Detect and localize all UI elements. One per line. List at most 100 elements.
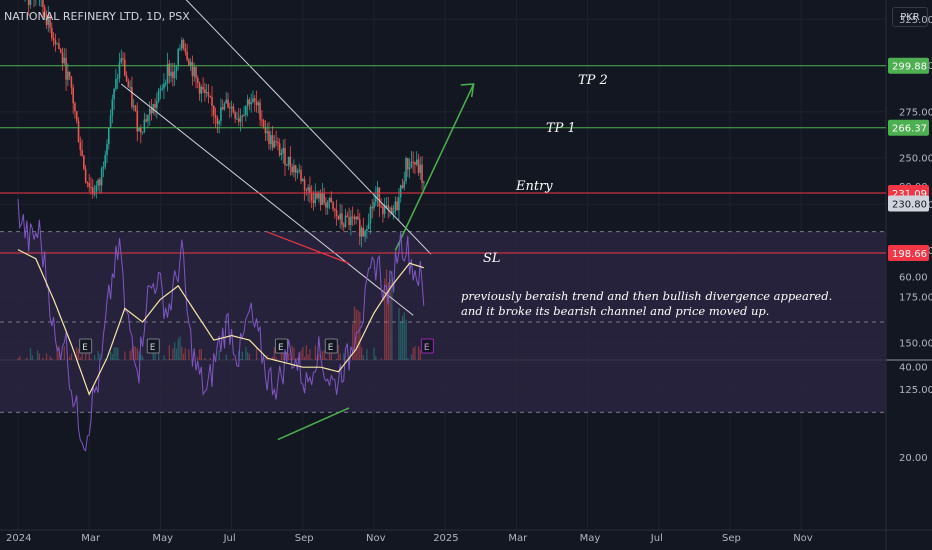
candle-body <box>305 190 308 192</box>
candle-body <box>172 71 174 79</box>
rsi-tick-label: 20.00 <box>899 453 928 464</box>
volume-bar <box>314 345 316 360</box>
currency-button[interactable]: PKR <box>892 7 928 27</box>
candle-body <box>91 187 94 194</box>
candle-body <box>188 59 190 66</box>
volume-bar <box>188 349 190 360</box>
candle-body <box>100 168 103 186</box>
volume-bar <box>303 356 306 360</box>
volume-bar <box>152 352 154 360</box>
candle-body <box>358 219 361 237</box>
candle-body <box>56 43 58 45</box>
candle-body <box>394 201 397 212</box>
volume-bar <box>414 346 416 360</box>
candle-body <box>84 168 87 183</box>
candle-body <box>264 127 267 134</box>
candle-body <box>196 78 199 83</box>
volume-bar <box>336 358 338 360</box>
volume-bar <box>362 355 365 360</box>
candle-body <box>88 183 90 188</box>
candle-body <box>116 78 119 80</box>
candle-body <box>191 62 194 77</box>
volume-bar <box>104 359 106 360</box>
candle-body <box>373 201 375 209</box>
candle-body <box>27 0 30 6</box>
candle-body <box>341 213 343 225</box>
volume-bar <box>282 353 284 360</box>
candle-body <box>45 14 48 25</box>
candle-body <box>129 87 131 89</box>
candle-body <box>398 197 400 211</box>
volume-bar <box>90 358 92 360</box>
volume-bar <box>359 311 361 360</box>
candle-body <box>154 104 156 108</box>
candle-body <box>120 58 123 63</box>
volume-bar <box>275 357 277 360</box>
volume-bar <box>247 352 249 360</box>
candle-body <box>293 165 295 173</box>
candle-body <box>303 179 306 191</box>
candle-body <box>83 155 85 169</box>
analysis-note: previously beraish trend and then bullis… <box>461 289 832 319</box>
candle-body <box>284 147 286 166</box>
candle-body <box>65 57 67 80</box>
level-price-label: 299.88 <box>892 62 927 73</box>
time-tick-label: Nov <box>366 533 386 544</box>
candle-body <box>86 182 89 184</box>
candle-body <box>113 88 115 100</box>
volume-bar <box>384 278 386 360</box>
candle-body <box>209 95 212 97</box>
candle-body <box>118 62 121 79</box>
candle-body <box>61 52 64 64</box>
candle-body <box>314 193 317 203</box>
candle-body <box>334 208 336 211</box>
candle-body <box>214 115 217 118</box>
level-name-label: TP 2 <box>578 73 608 88</box>
candle-body <box>353 216 356 220</box>
level-price-label: 266.37 <box>892 124 927 135</box>
rsi-lines <box>17 198 425 452</box>
candle-body <box>339 213 341 220</box>
candle-body <box>54 40 57 45</box>
volume-bar <box>163 355 165 360</box>
candle-body <box>156 101 158 108</box>
candle-body <box>302 179 304 182</box>
volume-bar <box>330 352 332 360</box>
volume-bar <box>170 358 172 360</box>
candle-body <box>189 62 192 66</box>
rsi-divergence-line <box>277 407 350 441</box>
volume-bar <box>79 357 81 360</box>
candle-body <box>195 67 197 79</box>
volume-bar <box>99 353 101 360</box>
candle-body <box>399 185 402 198</box>
candle-body <box>229 107 231 109</box>
level-price-tag <box>888 244 929 261</box>
volume-bar <box>403 312 405 360</box>
candle-body <box>77 120 80 143</box>
candle-body <box>184 48 187 52</box>
candle-body <box>337 215 340 220</box>
level-name-label: SL <box>483 251 501 266</box>
candle-body <box>232 106 235 113</box>
volume-bar <box>111 353 114 360</box>
candle-body <box>326 202 329 208</box>
candle-body <box>111 99 114 116</box>
volume-bar <box>387 282 389 360</box>
volume-bar <box>118 359 121 360</box>
volume-bar <box>311 359 313 360</box>
candle-body <box>423 181 425 183</box>
candle-body <box>104 155 107 167</box>
volume-bar <box>245 346 247 360</box>
volume-bar <box>293 347 295 360</box>
candle-body <box>319 193 322 205</box>
candle-body <box>159 88 162 91</box>
candle-body <box>351 216 354 218</box>
candle-body <box>29 0 32 6</box>
last-price-label: 230.80 <box>892 200 927 211</box>
candle-body <box>202 86 204 90</box>
volume-bar <box>174 342 176 360</box>
volume-bar <box>225 354 227 360</box>
candle-body <box>410 161 413 168</box>
candle-body <box>252 98 254 103</box>
